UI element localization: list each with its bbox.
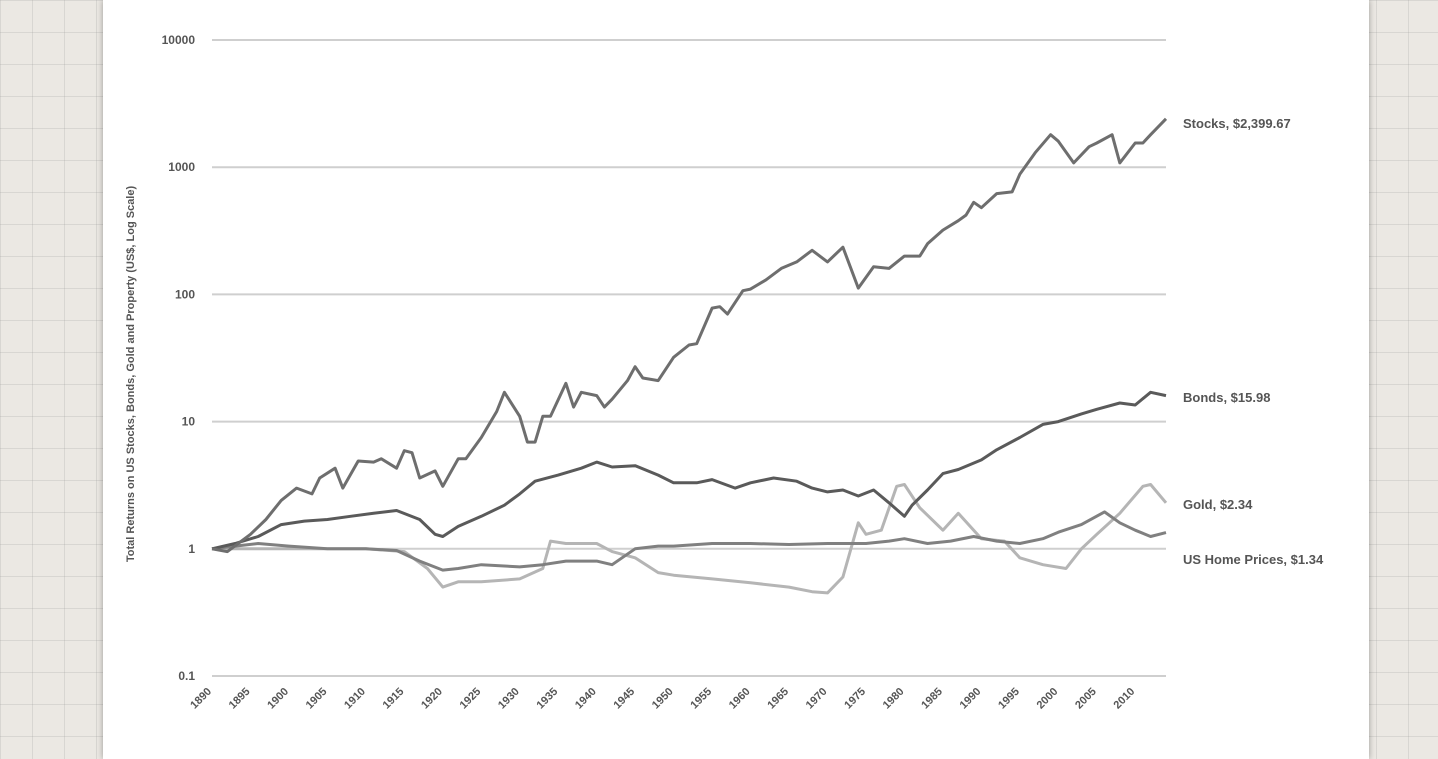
x-tick-label: 1900 [265,686,291,712]
stocks-series-line [211,117,1168,554]
stocks-series-label: Stocks, $2,399.67 [1183,116,1291,131]
x-tick-label: 1945 [611,686,637,712]
x-tick-label: 1935 [535,686,561,712]
x-tick-label: 1925 [458,686,484,712]
x-tick-label: 2010 [1112,686,1138,712]
gridlines [212,39,1166,677]
y-tick-labels: 0.1 1 10 100 1000 10000 [162,33,196,683]
x-tick-label: 1895 [227,686,253,712]
gold-series-line [212,483,1168,595]
y-tick-label: 1000 [168,160,195,174]
home-series-line [211,510,1167,572]
x-tick-label: 1915 [381,686,407,712]
y-tick-label: 10000 [162,33,196,47]
y-tick-label: 0.1 [178,669,195,683]
series-end-labels: Stocks, $2,399.67 Bonds, $15.98 Gold, $2.3… [1183,116,1324,567]
x-tick-label: 2000 [1035,686,1061,712]
y-tick-label: 100 [175,287,195,301]
series-lines [211,117,1168,595]
bonds-series-label: Bonds, $15.98 [1183,390,1270,405]
y-tick-label: 10 [182,415,196,429]
x-tick-label: 1910 [342,686,368,712]
y-axis-label: Total Returns on US Stocks, Bonds, Gold … [125,186,137,563]
x-tick-label: 1980 [881,686,907,712]
x-tick-label: 1970 [804,686,830,712]
x-tick-label: 1955 [688,686,714,712]
x-tick-label: 1965 [765,686,791,712]
x-tick-label: 1975 [842,686,868,712]
x-tick-label: 1995 [996,686,1022,712]
x-tick-label: 2005 [1073,686,1099,712]
x-tick-label: 1990 [958,686,984,712]
x-tick-label: 1905 [304,686,330,712]
x-tick-label: 1890 [188,686,214,712]
gold-series-label: Gold, $2.34 [1183,497,1253,512]
x-tick-label: 1920 [419,686,445,712]
x-tick-labels: 1890 1895 1900 1905 1910 1915 1920 1925 1930 1935… [188,686,1137,712]
bonds-series-line [211,390,1167,551]
x-tick-label: 1950 [650,686,676,712]
y-tick-label: 1 [188,542,195,556]
x-tick-label: 1960 [727,686,753,712]
x-tick-label: 1940 [573,686,599,712]
x-tick-label: 1985 [919,686,945,712]
home-series-label: US Home Prices, $1.34 [1183,552,1324,567]
x-tick-label: 1930 [496,686,522,712]
